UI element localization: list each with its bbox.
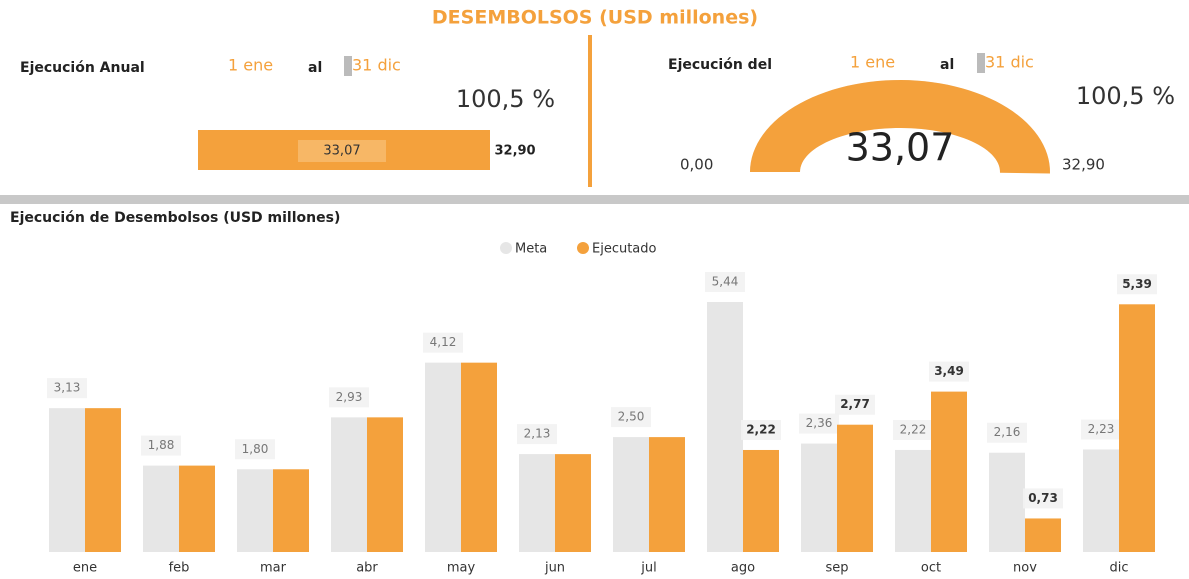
x-tick-label: oct [921,561,941,576]
bar [837,424,873,552]
bar [1119,304,1155,552]
label-box [141,435,181,456]
bar [425,362,461,552]
bar [179,465,215,552]
gauge-to: 31 dic [985,53,1034,72]
label-box [705,272,745,292]
bar [613,437,649,552]
label-box [893,419,933,440]
bar [1025,518,1061,552]
label-box [611,407,651,428]
label-box [741,419,781,440]
label-box [1081,419,1121,440]
gauge-value-label: 33,07 [846,126,955,170]
bar [707,302,743,552]
label-box [835,394,875,415]
data-label: 2,93 [336,390,363,404]
gauge-from: 1 ene [850,53,895,72]
data-label: 2,22 [746,422,776,436]
gauge-max: 32,90 [1062,156,1105,174]
data-label: 5,44 [712,275,739,289]
cursor [977,53,985,73]
x-tick-label: ene [73,561,97,576]
bar [649,437,685,552]
gauge-min: 0,00 [680,156,713,174]
annual-value: 33,07 [323,144,360,159]
data-label: 2,22 [900,422,927,436]
legend-label: Ejecutado [592,242,657,257]
bar [49,408,85,552]
data-label: 0,73 [1028,491,1058,505]
bar [273,469,309,552]
label-box [799,413,839,434]
label-box [929,361,969,382]
label-box [517,424,557,445]
annual-label: Ejecución Anual [20,60,145,76]
data-label: 5,39 [1122,277,1152,291]
separator [0,195,1189,204]
label-box [329,387,369,408]
bar [931,391,967,552]
legend-swatch [577,242,589,254]
x-tick-label: mar [260,561,287,576]
annual-to-word: al [308,60,322,76]
data-label: 1,88 [148,438,175,452]
data-label: 2,77 [840,397,870,411]
x-tick-label: sep [825,561,848,576]
data-label: 2,50 [618,410,645,424]
bar [237,469,273,552]
title: DESEMBOLSOS (USD millones) [432,7,758,29]
annual-to: 31 dic [352,56,401,75]
x-tick-label: jul [640,561,656,576]
bar [519,454,555,552]
data-label: 2,16 [994,425,1021,439]
bar [743,449,779,552]
label-box [1117,274,1157,295]
gauge-percent: 100,5 % [1076,82,1175,110]
bar [895,449,931,552]
annual-target: 32,90 [494,144,535,159]
data-label: 3,49 [934,364,964,378]
label-box [987,422,1027,443]
data-label: 1,80 [242,442,269,456]
bar [801,443,837,552]
label-box [423,332,463,353]
bar [143,465,179,552]
bar [461,362,497,552]
label-box [1023,488,1063,509]
x-tick-label: abr [356,561,378,576]
data-label: 2,23 [1088,422,1115,436]
x-tick-label: nov [1013,561,1037,576]
gauge-label: Ejecución del [668,57,772,73]
x-tick-label: ago [731,561,755,576]
x-tick-label: jun [544,561,565,576]
legend-swatch [500,242,512,254]
x-tick-label: dic [1109,561,1128,576]
label-box [47,378,87,399]
cursor [344,56,352,76]
annual-percent: 100,5 % [456,85,555,113]
legend-label: Meta [515,242,547,257]
data-label: 3,13 [54,381,81,395]
label-box [235,439,275,460]
gauge-value [750,80,1050,174]
bar [555,454,591,552]
label-box [298,140,386,162]
bar [989,452,1025,552]
bar [367,417,403,552]
annual-from: 1 ene [228,56,273,75]
bar [1083,449,1119,552]
x-tick-label: may [447,561,476,576]
bar [331,417,367,552]
x-tick-label: feb [169,561,190,576]
divider [588,35,592,187]
gauge-to-word: al [940,57,954,73]
bar [85,408,121,552]
data-label: 4,12 [430,335,457,349]
data-label: 2,13 [524,427,551,441]
data-label: 2,36 [806,416,833,430]
chart-title: Ejecución de Desembolsos (USD millones) [10,210,340,226]
